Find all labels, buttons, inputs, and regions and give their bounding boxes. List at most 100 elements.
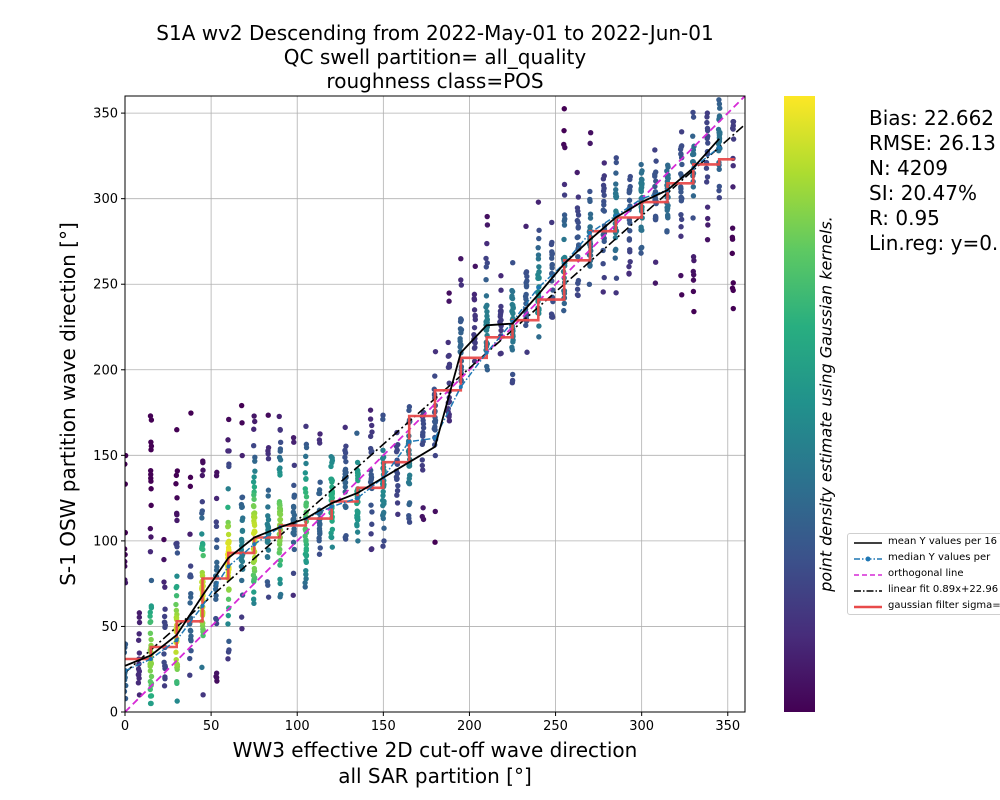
scatter-point bbox=[174, 495, 180, 501]
scatter-point bbox=[250, 479, 257, 485]
scatter-point bbox=[704, 119, 710, 126]
scatter-point bbox=[612, 234, 619, 241]
scatter-point bbox=[303, 494, 310, 500]
scatter-point bbox=[536, 227, 542, 233]
scatter-point bbox=[147, 678, 154, 685]
x-axis-label-line-1: WW3 effective 2D cut-off wave direction bbox=[232, 738, 638, 762]
scatter-point bbox=[652, 259, 659, 265]
scatter-point bbox=[200, 467, 206, 473]
scatter-point bbox=[446, 298, 452, 304]
scatter-point bbox=[419, 462, 425, 469]
scatter-point bbox=[561, 300, 568, 307]
scatter-point bbox=[225, 612, 232, 619]
scatter-point bbox=[601, 192, 607, 198]
legend-swatch-median bbox=[854, 556, 882, 562]
scatter-point bbox=[342, 454, 348, 460]
scatter-point bbox=[716, 101, 723, 107]
scatter-point bbox=[250, 530, 257, 537]
x-tick-label: 150 bbox=[371, 719, 396, 734]
scatter-point bbox=[472, 263, 478, 270]
scatter-point bbox=[587, 130, 594, 136]
scatter-point bbox=[690, 133, 696, 139]
scatter-point bbox=[343, 458, 349, 465]
scatter-point bbox=[187, 563, 194, 569]
scatter-point bbox=[638, 161, 644, 168]
scatter-point bbox=[290, 592, 296, 598]
scatter-point bbox=[406, 407, 412, 414]
scatter-points bbox=[125, 97, 737, 707]
scatter-point bbox=[575, 225, 581, 231]
scatter-point bbox=[406, 512, 412, 519]
scatter-point bbox=[148, 700, 154, 707]
scatter-point bbox=[729, 250, 735, 257]
scatter-point bbox=[510, 260, 516, 266]
scatter-point bbox=[251, 589, 257, 595]
y-tick-label: 0 bbox=[110, 706, 118, 721]
scatter-point bbox=[535, 252, 542, 258]
y-tick-label: 250 bbox=[93, 278, 118, 293]
scatter-point bbox=[367, 416, 374, 422]
scatter-point bbox=[703, 179, 710, 185]
scatter-point bbox=[277, 427, 283, 433]
scatter-point bbox=[601, 274, 607, 281]
scatter-point bbox=[188, 574, 194, 580]
scatter-point bbox=[601, 208, 608, 214]
scatter-point bbox=[730, 126, 736, 132]
scatter-point bbox=[303, 545, 310, 552]
scatter-point bbox=[652, 213, 659, 220]
scatter-point bbox=[265, 451, 271, 457]
scatter-point bbox=[277, 562, 283, 568]
chart-title-line-1: S1A wv2 Descending from 2022-May-01 to 2… bbox=[156, 21, 714, 45]
scatter-point bbox=[187, 672, 193, 678]
scatter-point bbox=[342, 489, 348, 495]
median-point bbox=[226, 564, 231, 569]
scatter-point bbox=[369, 422, 375, 429]
scatter-point bbox=[730, 136, 737, 142]
scatter-point bbox=[549, 219, 555, 226]
scatter-point bbox=[303, 571, 309, 578]
legend-item-orthogonal: orthogonal line bbox=[854, 567, 1000, 583]
scatter-point bbox=[303, 444, 310, 451]
x-tick-label: 350 bbox=[715, 719, 740, 734]
scatter-point bbox=[277, 472, 283, 478]
scatter-point bbox=[302, 470, 309, 476]
scatter-point bbox=[613, 159, 619, 166]
scatter-point bbox=[379, 455, 386, 462]
scatter-point bbox=[303, 576, 309, 582]
scatter-point bbox=[161, 651, 167, 657]
scatter-point bbox=[484, 363, 490, 370]
scatter-point bbox=[369, 521, 375, 527]
scatter-point bbox=[148, 693, 155, 699]
scatter-point bbox=[173, 481, 179, 487]
scatter-point bbox=[225, 504, 231, 511]
scatter-point bbox=[226, 416, 232, 423]
scatter-point bbox=[136, 614, 143, 620]
scatter-point bbox=[173, 592, 180, 599]
scatter-point bbox=[213, 670, 220, 676]
scatter-point bbox=[317, 431, 323, 437]
scatter-point bbox=[690, 193, 697, 199]
median-line bbox=[125, 146, 720, 672]
y-axis-label: S-1 OSW partition wave direction [°] bbox=[56, 222, 80, 586]
scatter-point bbox=[730, 163, 736, 169]
scatter-point bbox=[251, 413, 257, 419]
scatter-point bbox=[173, 656, 179, 663]
scatter-point bbox=[587, 215, 594, 221]
scatter-point bbox=[704, 127, 711, 134]
scatter-point bbox=[678, 184, 684, 190]
scatter-point bbox=[690, 215, 696, 221]
scatter-point bbox=[549, 255, 555, 261]
scatter-point bbox=[251, 496, 257, 502]
legend-swatch-linear-fit bbox=[854, 590, 882, 592]
scatter-point bbox=[200, 459, 206, 466]
scatter-point bbox=[317, 440, 323, 446]
scatter-point bbox=[575, 194, 582, 200]
y-tick-label: 200 bbox=[93, 363, 118, 378]
scatter-point bbox=[627, 246, 633, 253]
scatter-point bbox=[716, 97, 722, 103]
scatter-point bbox=[679, 161, 685, 168]
scatter-point bbox=[613, 155, 619, 161]
scatter-point bbox=[329, 479, 335, 485]
scatter-point bbox=[225, 621, 231, 627]
legend-swatch-gaussian bbox=[854, 605, 882, 609]
